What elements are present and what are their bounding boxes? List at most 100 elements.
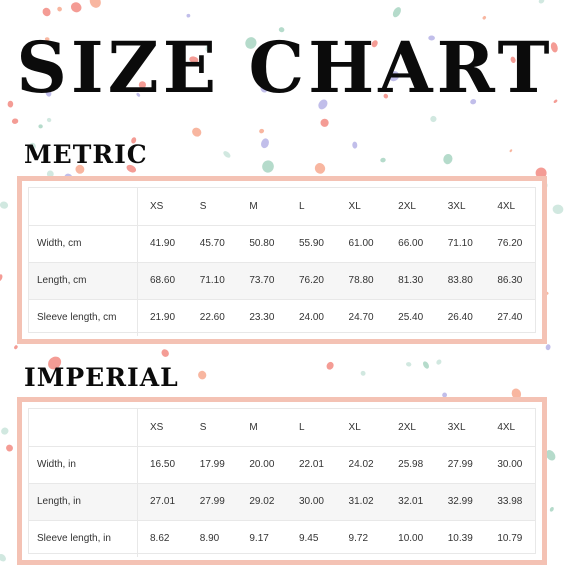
confetti-speck	[553, 99, 558, 103]
metric-table-frame: XS S M L XL 2XL 3XL 4XL Width, cm 41.90 …	[17, 176, 547, 344]
row-label: Length, in	[29, 483, 138, 520]
confetti-speck	[538, 0, 545, 4]
confetti-speck	[189, 56, 199, 63]
confetti-speck	[57, 6, 62, 12]
table-cell: 32.99	[447, 496, 473, 507]
imperial-column-header: XS	[150, 421, 164, 433]
imperial-row-width: Width, in 16.50 17.99 20.00 22.01 24.02 …	[29, 446, 535, 483]
confetti-speck	[509, 149, 513, 153]
confetti-speck	[314, 163, 326, 174]
confetti-speck	[46, 170, 54, 178]
table-cell: 81.30	[398, 275, 424, 286]
table-cell: 8.90	[199, 533, 220, 545]
confetti-speck	[223, 151, 231, 158]
table-cell: 66.00	[398, 238, 424, 249]
confetti-speck	[371, 40, 378, 48]
confetti-speck	[423, 361, 429, 369]
imperial-header-row: XS S M L XL 2XL 3XL 4XL	[29, 409, 535, 446]
table-cell: 25.98	[398, 459, 424, 470]
imperial-column-header: 2XL	[398, 421, 416, 433]
metric-column-header: L	[298, 200, 305, 212]
confetti-speck	[131, 137, 137, 144]
imperial-column-header: 3XL	[447, 421, 466, 433]
confetti-speck	[262, 160, 274, 173]
confetti-speck	[320, 118, 329, 127]
table-cell: 71.10	[447, 238, 473, 249]
table-cell: 22.60	[199, 312, 225, 324]
confetti-speck	[392, 7, 401, 18]
metric-row-width: Width, cm 41.90 45.70 50.80 55.90 61.00 …	[29, 225, 535, 262]
imperial-column-header: XL	[348, 421, 361, 433]
table-cell: 9.72	[348, 533, 369, 545]
confetti-speck	[428, 35, 435, 41]
confetti-speck	[545, 450, 556, 461]
confetti-speck	[352, 141, 358, 149]
imperial-column-header: L	[298, 421, 305, 433]
confetti-speck	[1, 427, 9, 435]
table-cell: 8.62	[150, 533, 170, 545]
metric-heading: METRIC	[24, 140, 148, 169]
table-cell: 10.79	[497, 533, 523, 545]
metric-column-header: XL	[348, 200, 361, 212]
confetti-speck	[470, 99, 477, 105]
confetti-speck	[278, 27, 285, 33]
table-cell: 29.02	[249, 496, 275, 507]
confetti-speck	[0, 274, 3, 282]
metric-size-table: XS S M L XL 2XL 3XL 4XL Width, cm 41.90 …	[29, 188, 535, 336]
confetti-speck	[7, 100, 14, 108]
table-cell: 73.70	[249, 275, 275, 286]
imperial-column-header: S	[199, 421, 207, 433]
table-cell: 45.70	[199, 238, 225, 249]
table-cell: 25.40	[398, 312, 424, 324]
table-cell: 41.90	[150, 238, 176, 249]
imperial-row-sleeve-length: Sleeve length, in 8.62 8.90 9.17 9.45 9.…	[29, 520, 535, 557]
metric-row-length: Length, cm 68.60 71.10 73.70 76.20 78.80…	[29, 262, 535, 299]
confetti-speck	[510, 56, 516, 64]
confetti-speck	[38, 124, 43, 129]
table-cell: 16.50	[150, 459, 176, 470]
table-cell: 9.17	[249, 533, 269, 545]
table-cell: 24.00	[298, 312, 324, 324]
confetti-speck	[45, 89, 52, 97]
confetti-speck	[259, 128, 265, 134]
confetti-speck	[186, 13, 191, 18]
table-cell: 23.30	[249, 312, 275, 324]
confetti-speck	[136, 92, 141, 97]
confetti-speck	[442, 392, 448, 398]
confetti-speck	[28, 142, 36, 151]
confetti-speck	[138, 81, 146, 89]
imperial-header-blank	[29, 409, 138, 446]
confetti-speck	[126, 164, 137, 173]
row-label: Sleeve length, in	[29, 520, 138, 557]
table-cell: 61.00	[348, 238, 374, 249]
confetti-speck	[326, 361, 334, 370]
metric-column-header: 3XL	[447, 200, 466, 212]
table-cell: 55.90	[298, 238, 324, 249]
imperial-column-header: M	[249, 421, 258, 433]
imperial-size-table: XS S M L XL 2XL 3XL 4XL Width, in 16.50 …	[29, 409, 535, 557]
table-cell: 20.00	[249, 459, 275, 470]
imperial-table-frame: XS S M L XL 2XL 3XL 4XL Width, in 16.50 …	[17, 397, 547, 565]
confetti-speck	[406, 362, 412, 367]
confetti-speck	[388, 71, 400, 82]
confetti-speck	[11, 118, 19, 124]
confetti-speck	[0, 553, 6, 562]
confetti-speck	[430, 115, 437, 123]
table-cell: 27.99	[447, 459, 473, 470]
metric-column-header: M	[249, 200, 258, 212]
table-cell: 27.40	[497, 312, 523, 324]
confetti-speck	[70, 2, 82, 13]
confetti-speck	[549, 506, 554, 512]
table-cell: 68.60	[150, 275, 176, 286]
table-cell: 50.80	[249, 238, 275, 249]
confetti-speck	[205, 44, 210, 52]
table-cell: 32.01	[398, 496, 424, 507]
confetti-speck	[192, 127, 202, 137]
confetti-speck	[75, 164, 85, 174]
metric-row-sleeve-length: Sleeve length, cm 21.90 22.60 23.30 24.0…	[29, 299, 535, 336]
confetti-speck	[89, 0, 101, 8]
page-title: SIZE CHART	[16, 26, 554, 109]
confetti-speck	[535, 167, 547, 179]
table-cell: 22.01	[298, 459, 324, 470]
table-cell: 24.02	[348, 459, 374, 470]
